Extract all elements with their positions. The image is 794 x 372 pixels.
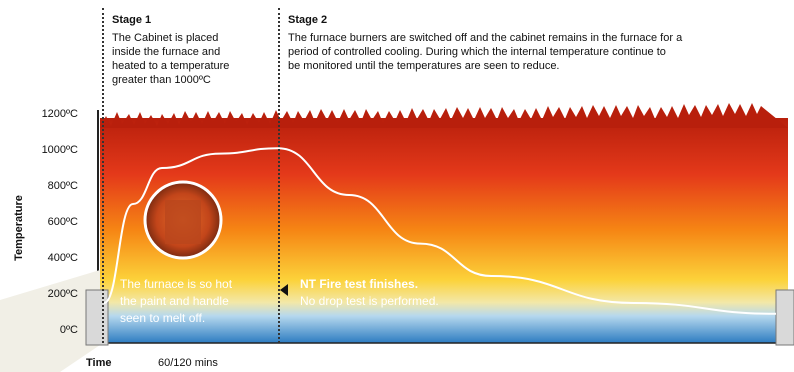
y-tick-label: 0ºC — [59, 324, 78, 336]
stage1-line: The Cabinet is placed — [112, 32, 219, 44]
stage2-line: The furnace burners are switched off and… — [288, 32, 683, 44]
y-tick-label: 800ºC — [47, 180, 78, 192]
x-axis-title: Time — [86, 357, 112, 369]
stage1-line: greater than 1000ºC — [112, 74, 211, 86]
flame-tips — [100, 103, 788, 128]
furnace-note-line: seen to melt off. — [120, 311, 206, 325]
finish-note-title: NT Fire test finishes. — [300, 277, 419, 291]
stage1-divider — [102, 8, 104, 343]
furnace-note: The furnace is so hot the paint and hand… — [120, 276, 232, 327]
y-tick-label: 200ºC — [47, 288, 78, 300]
stage2-line: period of controlled cooling. During whi… — [288, 46, 666, 58]
stage1-line: heated to a temperature — [112, 60, 230, 72]
finish-note: NT Fire test finishes. No drop test is p… — [300, 276, 439, 310]
cabinet-icon-left — [85, 289, 109, 346]
stage2-divider — [278, 8, 280, 343]
stage1-line: inside the furnace and — [112, 46, 221, 58]
y-tick-label: 400ºC — [47, 252, 78, 264]
stage2-line: be monitored until the temperatures are … — [288, 60, 560, 72]
finish-note-text: No drop test is performed. — [300, 294, 439, 308]
x-axis-value: 60/120 mins — [158, 357, 218, 369]
stage1-text: The Cabinet is placed inside the furnace… — [112, 31, 229, 87]
left-wedge — [0, 270, 100, 372]
y-tick-label: 1000ºC — [41, 144, 78, 156]
temperature-curves — [103, 147, 777, 315]
heating-curve — [103, 147, 279, 304]
y-tick-label: 1200ºC — [41, 108, 78, 120]
stage2-text: The furnace burners are switched off and… — [288, 31, 682, 73]
photo-detail — [165, 200, 201, 244]
stage2-title: Stage 2 — [288, 14, 328, 26]
cooling-curve — [277, 147, 777, 315]
finish-marker-icon — [280, 284, 288, 296]
stage1-title: Stage 1 — [112, 14, 152, 26]
y-tick-label: 600ºC — [47, 216, 78, 228]
furnace-note-line: the paint and handle — [120, 294, 229, 308]
cabinet-icon-right — [775, 289, 794, 346]
furnace-note-line: The furnace is so hot — [120, 277, 233, 291]
